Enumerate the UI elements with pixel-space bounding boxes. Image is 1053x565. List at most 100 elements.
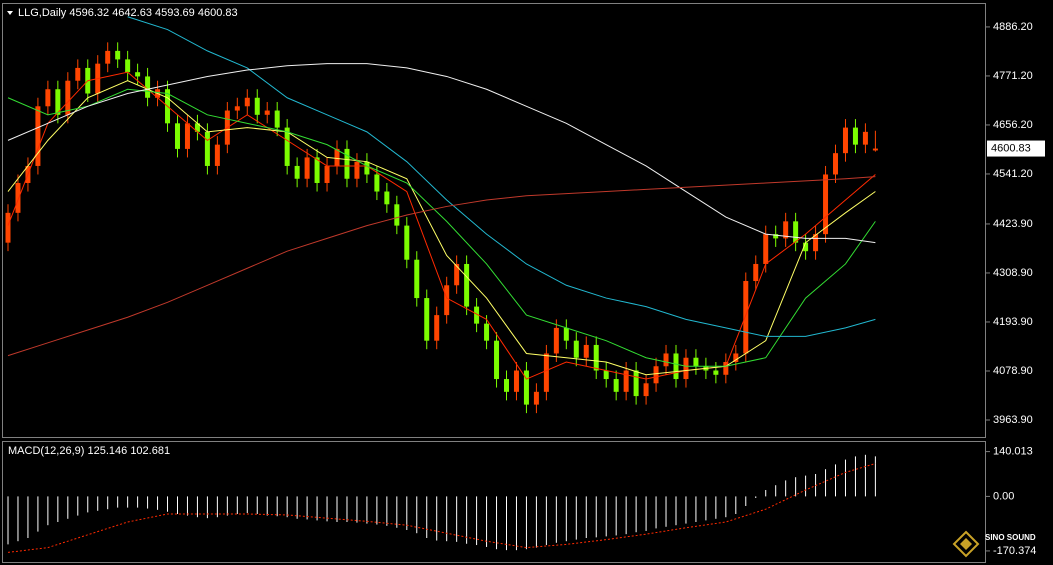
candle-body — [115, 50, 121, 60]
candle-body — [723, 361, 729, 375]
candle-body — [434, 315, 440, 341]
y-tick-label: 0.00 — [993, 490, 1014, 502]
candle-body — [234, 106, 240, 111]
ohlc-value: 4600.83 — [198, 7, 238, 19]
candle-body — [783, 221, 789, 239]
candle-body — [593, 344, 599, 371]
candle-body — [264, 110, 270, 115]
candle-body — [833, 153, 839, 175]
price-panel — [2, 3, 986, 438]
candle-body — [603, 370, 609, 380]
candle-body — [344, 148, 350, 179]
candle-body — [484, 323, 490, 341]
candle-body — [733, 353, 739, 362]
candle-body — [653, 366, 659, 384]
candle-body — [274, 110, 280, 128]
candle-body — [75, 67, 81, 81]
candle-body — [384, 191, 390, 205]
candle-body — [454, 263, 460, 286]
candle-body — [464, 263, 470, 307]
candle-body — [583, 344, 589, 358]
candle-body — [513, 370, 519, 392]
candle-body — [314, 157, 320, 183]
candle-body — [813, 234, 819, 252]
y-tick-label: -170.374 — [993, 545, 1036, 557]
candle-body — [872, 148, 878, 151]
candle-body — [573, 340, 579, 358]
candle-body — [713, 370, 719, 375]
candle-body — [543, 353, 549, 392]
candle-body — [324, 165, 330, 183]
candle-body — [394, 204, 400, 226]
y-tick-label: 3963.90 — [993, 414, 1033, 426]
candle-body — [35, 106, 41, 166]
y-tick-label: 4541.20 — [993, 168, 1033, 180]
y-tick-label: 140.013 — [993, 446, 1033, 458]
candle-body — [254, 97, 260, 115]
indicator-line — [7, 176, 876, 357]
ohlc-value: 4642.63 — [112, 7, 152, 19]
candle-body — [145, 76, 151, 98]
candle-body — [753, 263, 759, 282]
candle-body — [214, 144, 220, 166]
candle-body — [852, 127, 858, 145]
candle-body — [125, 59, 131, 73]
candle-body — [803, 242, 809, 252]
macd-value: 125.146 — [87, 445, 127, 457]
candle-body — [504, 379, 509, 392]
candle-body — [334, 148, 340, 166]
candle-body — [773, 234, 779, 239]
candle-body — [294, 165, 300, 179]
candle-body — [862, 131, 868, 145]
candle-body — [414, 259, 420, 299]
candle-body — [474, 306, 480, 324]
y-tick-label: 4308.90 — [993, 267, 1033, 279]
y-tick-label: 4193.90 — [993, 316, 1033, 328]
candle-body — [424, 298, 430, 341]
candle-body — [743, 281, 749, 354]
symbol: LLG,Daily — [18, 7, 67, 19]
price-label-box — [987, 140, 1045, 157]
watermark: SINO SOUND — [985, 533, 1036, 542]
candle-body — [65, 80, 71, 115]
candle-body — [244, 97, 250, 107]
candle-body — [55, 89, 61, 115]
y-tick-label: 4078.90 — [993, 365, 1033, 377]
candle-body — [15, 182, 21, 213]
candle-body — [444, 285, 450, 316]
candle-body — [842, 127, 848, 154]
candle-body — [823, 174, 829, 235]
candle-body — [5, 212, 11, 243]
macd-panel — [2, 441, 986, 563]
watermark-logo — [952, 530, 980, 558]
macd-header: MACD(12,26,9) 125.146 102.681 — [8, 445, 170, 457]
candle-body — [683, 357, 689, 380]
candle-body — [563, 327, 569, 341]
candle-body — [663, 353, 669, 367]
candle-body — [693, 357, 699, 367]
y-tick-label: 4423.90 — [993, 218, 1033, 230]
candle-body — [633, 370, 639, 397]
candle-body — [793, 221, 799, 243]
candle-body — [354, 161, 360, 179]
candle-body — [494, 340, 500, 380]
candle-body — [45, 89, 51, 107]
candle-body — [374, 174, 380, 192]
candle-body — [174, 123, 180, 149]
chart-header: LLG,Daily 4596.32 4642.63 4593.69 4600.8… — [18, 7, 238, 19]
y-tick-label: 4656.20 — [993, 119, 1033, 131]
indicator-line — [7, 71, 876, 380]
candle-body — [184, 123, 190, 149]
candle-body — [523, 370, 529, 405]
candle-body — [533, 391, 539, 405]
candle-body — [135, 72, 141, 77]
menu-arrow[interactable] — [7, 11, 13, 15]
candle-body — [553, 327, 559, 354]
candle-body — [364, 161, 370, 175]
macd-value: 102.681 — [130, 445, 170, 457]
y-tick-label: 4771.20 — [993, 70, 1033, 82]
y-tick-label: 4886.20 — [993, 21, 1033, 33]
candle-body — [763, 234, 769, 264]
